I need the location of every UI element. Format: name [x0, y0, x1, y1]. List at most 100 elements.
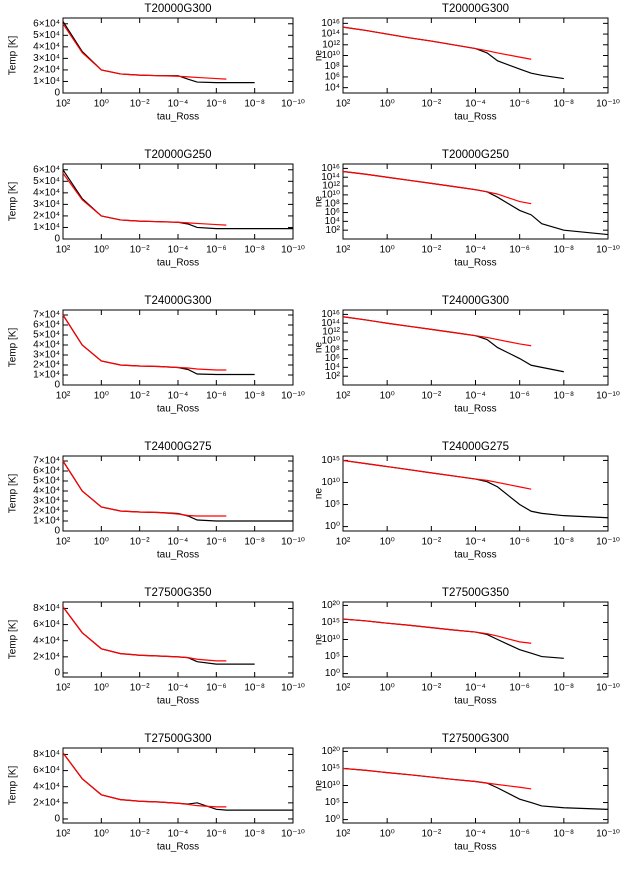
y-tick-label: 10¹⁰ [322, 634, 340, 645]
x-tick-label: 10² [336, 99, 351, 110]
y-axis-label: Temp [K] [8, 474, 19, 514]
y-axis-label: Temp [K] [8, 36, 19, 76]
panel-title: T20000G250 [442, 149, 509, 161]
x-tick-label: 10⁻⁶ [509, 829, 530, 840]
panel-title: T24000G275 [442, 441, 509, 453]
x-tick-label: 10² [336, 683, 351, 694]
x-tick-label: 10⁻⁶ [509, 537, 530, 548]
x-tick-label: 10⁰ [380, 683, 395, 694]
x-axis-label: tau_Ross [157, 842, 199, 853]
y-tick-label: 10⁵ [325, 797, 340, 808]
y-tick-label: 10¹⁰ [322, 190, 340, 201]
x-tick-label: 10⁻⁶ [206, 391, 227, 402]
x-tick-label: 10⁻¹⁰ [281, 245, 305, 256]
data-line [62, 21, 255, 84]
x-tick-label: 10² [336, 245, 351, 256]
y-tick-label: 10¹² [322, 39, 340, 50]
y-tick-label: 4×10⁴ [33, 486, 60, 497]
x-axis-label: tau_Ross [454, 258, 496, 269]
y-tick-label: 0 [54, 88, 60, 99]
y-tick-label: 10²⁰ [322, 600, 340, 611]
y-tick-label: 7×10⁴ [33, 456, 60, 467]
y-tick-label: 0 [54, 526, 60, 537]
x-axis-label: tau_Ross [454, 112, 496, 123]
x-tick-label: 10⁻⁴ [465, 537, 486, 548]
data-line [62, 23, 227, 80]
x-tick-label: 10² [336, 537, 351, 548]
x-tick-label: 10⁻² [421, 245, 441, 256]
y-tick-label: 10⁰ [325, 668, 340, 679]
x-tick-label: 10⁻² [421, 537, 441, 548]
y-tick-label: 6×10⁴ [33, 320, 60, 331]
x-axis-label: tau_Ross [157, 404, 199, 415]
data-line [342, 170, 609, 236]
y-axis-label: ne [314, 342, 325, 354]
x-tick-label: 10⁻⁸ [554, 537, 575, 548]
x-tick-label: 10⁻⁴ [168, 537, 189, 548]
y-tick-label: 6×10⁴ [33, 164, 60, 175]
x-tick-label: 10⁻⁴ [168, 245, 189, 256]
y-tick-label: 10⁶ [325, 353, 340, 364]
y-tick-label: 4×10⁴ [33, 781, 60, 792]
data-line [62, 606, 227, 662]
y-tick-label: 10¹⁴ [321, 29, 340, 40]
y-tick-label: 10¹⁶ [321, 309, 340, 320]
x-tick-label: 10⁰ [94, 245, 109, 256]
x-tick-label: 10² [56, 537, 71, 548]
axes-frame [342, 309, 609, 386]
x-tick-label: 10⁻¹⁰ [596, 829, 620, 840]
x-tick-label: 10⁻⁸ [244, 829, 265, 840]
y-axis-label: Temp [K] [8, 328, 19, 368]
axes-frame [62, 163, 294, 240]
x-tick-label: 10⁻⁶ [509, 391, 530, 402]
panel-title: T24000G300 [442, 295, 509, 307]
x-tick-label: 10⁰ [94, 99, 109, 110]
x-tick-label: 10⁻¹⁰ [596, 683, 620, 694]
y-tick-label: 3×10⁴ [33, 199, 60, 210]
x-tick-label: 10² [336, 829, 351, 840]
x-tick-label: 10⁻² [421, 683, 441, 694]
x-tick-label: 10⁻¹⁰ [281, 391, 305, 402]
x-tick-label: 10⁻⁶ [509, 683, 530, 694]
x-tick-label: 10⁰ [94, 829, 109, 840]
y-tick-label: 10⁸ [325, 61, 340, 72]
axes-frame [62, 455, 294, 532]
x-tick-label: 10⁻⁶ [206, 537, 227, 548]
y-tick-label: 10¹⁵ [321, 763, 340, 774]
x-tick-label: 10⁻⁴ [465, 683, 486, 694]
y-tick-label: 10⁰ [325, 814, 340, 825]
y-tick-label: 1×10⁴ [33, 370, 60, 381]
x-axis-label: tau_Ross [454, 404, 496, 415]
axes-frame [62, 601, 294, 678]
x-tick-label: 10⁻⁴ [168, 391, 189, 402]
x-tick-label: 10⁰ [380, 537, 395, 548]
y-tick-label: 10⁵ [325, 651, 340, 662]
y-tick-label: 5×10⁴ [33, 330, 60, 341]
data-line [342, 170, 532, 205]
y-tick-label: 10¹⁰ [322, 780, 340, 791]
x-axis-label: tau_Ross [157, 550, 199, 561]
y-tick-label: 7×10⁴ [33, 310, 60, 321]
y-tick-label: 10² [326, 371, 341, 382]
x-tick-label: 10⁻⁶ [206, 829, 227, 840]
x-tick-label: 10⁻¹⁰ [281, 829, 305, 840]
x-axis-label: tau_Ross [454, 696, 496, 707]
y-tick-label: 4×10⁴ [33, 635, 60, 646]
y-tick-label: 10⁸ [325, 344, 340, 355]
y-tick-label: 8×10⁴ [33, 603, 60, 614]
y-tick-label: 6×10⁴ [33, 466, 60, 477]
x-tick-label: 10⁻⁸ [244, 683, 265, 694]
y-tick-label: 6×10⁴ [33, 619, 60, 630]
y-tick-label: 10¹⁵ [321, 455, 340, 466]
data-line [342, 26, 532, 60]
axes-frame [62, 747, 294, 824]
data-line [62, 172, 227, 226]
x-tick-label: 10⁻¹⁰ [596, 537, 620, 548]
x-tick-label: 10² [56, 829, 71, 840]
x-tick-label: 10⁻² [421, 391, 441, 402]
x-tick-label: 10⁻² [130, 537, 150, 548]
data-line [342, 767, 609, 810]
x-tick-label: 10⁰ [380, 391, 395, 402]
y-tick-label: 10¹⁰ [322, 477, 340, 488]
x-tick-label: 10⁻¹⁰ [596, 99, 620, 110]
